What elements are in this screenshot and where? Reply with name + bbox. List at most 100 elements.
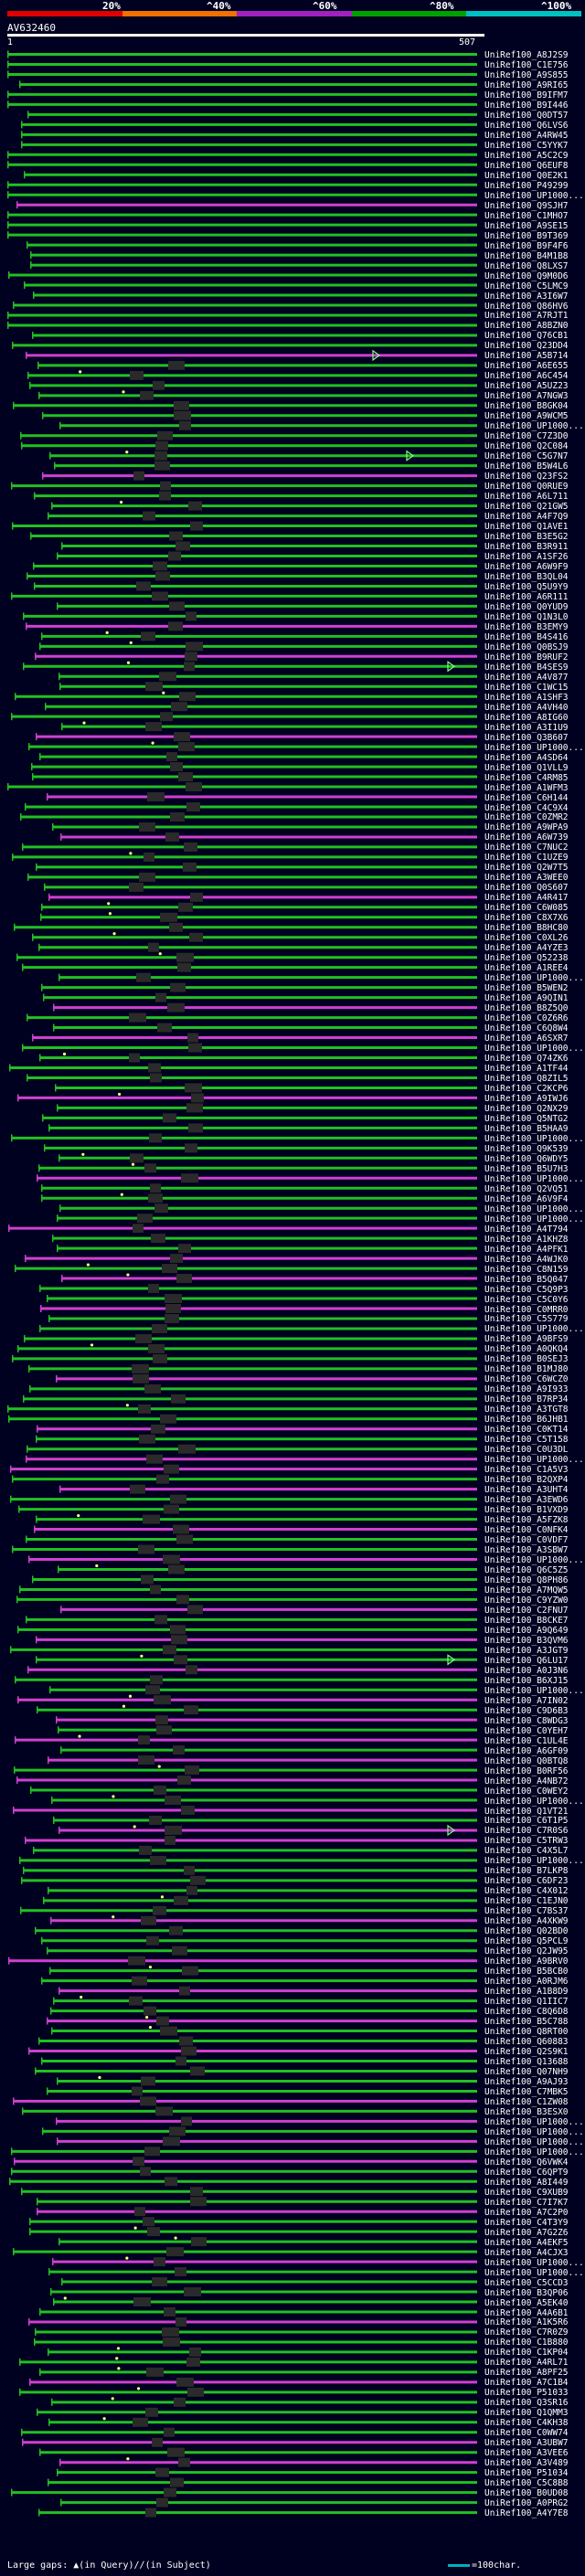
hit-label[interactable]: UniRef100_C6QPT9 [484, 2167, 569, 2178]
hit-label[interactable]: UniRef100_Q6C5Z5 [484, 1564, 569, 1575]
hit-label[interactable]: UniRef100_B9I446 [484, 100, 569, 111]
hit-label[interactable]: UniRef100_Q1N3L0 [484, 611, 569, 622]
hit-label[interactable]: UniRef100_Q9SJH7 [484, 200, 569, 211]
hit-label[interactable]: UniRef100_A1KHZ8 [484, 1234, 569, 1245]
hit-label[interactable]: UniRef100_A9WPA9 [484, 822, 569, 833]
hit-label[interactable]: UniRef100_Q6VWK4 [484, 2157, 569, 2168]
hit-label[interactable]: UniRef100_A3I6W7 [484, 291, 569, 302]
hit-label[interactable]: UniRef100_A1WFM3 [484, 782, 569, 793]
hit-label[interactable]: UniRef100_C8Q6D8 [484, 2007, 569, 2018]
hit-label[interactable]: UniRef100_A1B8D9 [484, 1987, 569, 1998]
hit-label[interactable]: UniRef100_C6W085 [484, 903, 569, 914]
hit-label[interactable]: UniRef100_C1E756 [484, 59, 569, 70]
hit-label[interactable]: UniRef100_B9T369 [484, 230, 569, 241]
hit-label[interactable]: UniRef100_UP1000... [484, 1455, 584, 1466]
hit-label[interactable]: UniRef100_A4R417 [484, 893, 569, 904]
hit-label[interactable]: UniRef100_C7R0S6 [484, 1826, 569, 1837]
hit-label[interactable]: UniRef100_A0PRG2 [484, 2498, 569, 2509]
hit-label[interactable]: UniRef100_B5C788 [484, 2017, 569, 2028]
hit-label[interactable]: UniRef100_Q5NTG2 [484, 1113, 569, 1124]
hit-label[interactable]: UniRef100_A6C454 [484, 371, 569, 382]
hit-label[interactable]: UniRef100_C5S779 [484, 1314, 569, 1325]
hit-label[interactable]: UniRef100_A3I1U9 [484, 722, 569, 733]
hit-label[interactable]: UniRef100_A3V489 [484, 2458, 569, 2469]
hit-label[interactable]: UniRef100_A4A6B1 [484, 2307, 569, 2318]
hit-label[interactable]: UniRef100_C1B880 [484, 2337, 569, 2348]
hit-label[interactable]: UniRef100_B6XJ15 [484, 1675, 569, 1686]
hit-label[interactable]: UniRef100_C0VDF7 [484, 1535, 569, 1546]
hit-label[interactable]: UniRef100_Q1AVE1 [484, 522, 569, 533]
hit-label[interactable]: UniRef100_Q1QMM3 [484, 2408, 569, 2419]
hit-label[interactable]: UniRef100_A4F7Q9 [484, 512, 569, 523]
hit-label[interactable]: UniRef100_C1MHO7 [484, 210, 569, 221]
hit-label[interactable]: UniRef100_A1K5R6 [484, 2317, 569, 2328]
hit-label[interactable]: UniRef100_Q0S607 [484, 883, 569, 894]
hit-label[interactable]: UniRef100_A3WEE0 [484, 873, 569, 884]
hit-label[interactable]: UniRef100_A5UZ23 [484, 381, 569, 392]
hit-label[interactable]: UniRef100_Q0DT57 [484, 110, 569, 121]
hit-label[interactable]: UniRef100_A7C1B4 [484, 2378, 569, 2389]
hit-label[interactable]: UniRef100_UP1000... [484, 1203, 584, 1214]
hit-label[interactable]: UniRef100_Q3B607 [484, 732, 569, 743]
hit-label[interactable]: UniRef100_UP1000... [484, 1173, 584, 1184]
hit-label[interactable]: UniRef100_A4WJK0 [484, 1254, 569, 1265]
hit-label[interactable]: UniRef100_UP1000... [484, 190, 584, 201]
hit-label[interactable]: UniRef100_A4RW45 [484, 130, 569, 141]
hit-label[interactable]: UniRef100_A0RJM6 [484, 1977, 569, 1988]
hit-label[interactable]: UniRef100_UP1000... [484, 2147, 584, 2157]
hit-label[interactable]: UniRef100_A9QIN1 [484, 993, 569, 1004]
hit-label[interactable]: UniRef100_UP1000... [484, 1044, 584, 1055]
hit-label[interactable]: UniRef100_Q76CB1 [484, 331, 569, 342]
hit-label[interactable]: UniRef100_C4C9X4 [484, 802, 569, 813]
hit-label[interactable]: UniRef100_C1UL4E [484, 1735, 569, 1746]
hit-label[interactable]: UniRef100_B8Z5Q0 [484, 1003, 569, 1014]
hit-label[interactable]: UniRef100_B9RUF2 [484, 652, 569, 663]
hit-label[interactable]: UniRef100_C7BS37 [484, 1906, 569, 1917]
hit-label[interactable]: UniRef100_C5CCD3 [484, 2277, 569, 2288]
hit-label[interactable]: UniRef100_Q0BSJ9 [484, 641, 569, 652]
hit-label[interactable]: UniRef100_B8GK04 [484, 401, 569, 412]
hit-label[interactable]: UniRef100_A7IN02 [484, 1695, 569, 1706]
hit-label[interactable]: UniRef100_Q5U9Y9 [484, 581, 569, 592]
hit-label[interactable]: UniRef100_UP1000... [484, 2116, 584, 2127]
hit-label[interactable]: UniRef100_Q23DD4 [484, 341, 569, 352]
hit-label[interactable]: UniRef100_C4X012 [484, 1886, 569, 1897]
hit-label[interactable]: UniRef100_C7MBK5 [484, 2086, 569, 2097]
hit-label[interactable]: UniRef100_Q2JW95 [484, 1946, 569, 1957]
hit-label[interactable]: UniRef100_C1A5V3 [484, 1465, 569, 1476]
hit-label[interactable]: UniRef100_A8PF25 [484, 2368, 569, 2379]
hit-label[interactable]: UniRef100_A1SHF3 [484, 692, 569, 703]
hit-label[interactable]: UniRef100_Q8RT00 [484, 2027, 569, 2038]
hit-label[interactable]: UniRef100_Q2C084 [484, 441, 569, 452]
hit-label[interactable]: UniRef100_A9AJ93 [484, 2076, 569, 2087]
hit-label[interactable]: UniRef100_C7NUC2 [484, 843, 569, 853]
hit-label[interactable]: UniRef100_A7G2Z6 [484, 2227, 569, 2238]
hit-label[interactable]: UniRef100_C0WEY2 [484, 1786, 569, 1797]
hit-label[interactable]: UniRef100_C5C8B8 [484, 2478, 569, 2489]
hit-label[interactable]: UniRef100_A8IG60 [484, 712, 569, 723]
hit-label[interactable]: UniRef100_A7C2P0 [484, 2207, 569, 2218]
hit-label[interactable]: UniRef100_B5BCB0 [484, 1966, 569, 1977]
hit-label[interactable]: UniRef100_A6W9F9 [484, 561, 569, 572]
hit-label[interactable]: UniRef100_A8I449 [484, 2177, 569, 2188]
hit-label[interactable]: UniRef100_A9BFS9 [484, 1334, 569, 1345]
hit-label[interactable]: UniRef100_A9Q649 [484, 1625, 569, 1636]
hit-label[interactable]: UniRef100_A7NGW3 [484, 391, 569, 402]
hit-label[interactable]: UniRef100_B4SES9 [484, 662, 569, 673]
hit-label[interactable]: UniRef100_UP1000... [484, 1133, 584, 1144]
hit-label[interactable]: UniRef100_C0YEH7 [484, 1725, 569, 1736]
hit-label[interactable]: UniRef100_B7LKP8 [484, 1866, 569, 1877]
hit-label[interactable]: UniRef100_Q9M0D6 [484, 270, 569, 281]
hit-label[interactable]: UniRef100_UP1000... [484, 1555, 584, 1565]
hit-label[interactable]: UniRef100_UP1000... [484, 1324, 584, 1335]
hit-label[interactable]: UniRef100_C9YZW0 [484, 1595, 569, 1606]
hit-label[interactable]: UniRef100_B3QL04 [484, 571, 569, 582]
hit-label[interactable]: UniRef100_C0U3DL [484, 1445, 569, 1456]
hit-label[interactable]: UniRef100_C5T158 [484, 1435, 569, 1446]
hit-label[interactable]: UniRef100_B6JHB1 [484, 1415, 569, 1426]
hit-label[interactable]: UniRef100_A9RI65 [484, 80, 569, 90]
hit-label[interactable]: UniRef100_C2KCP6 [484, 1083, 569, 1094]
hit-label[interactable]: UniRef100_Q6WDY5 [484, 1153, 569, 1164]
hit-label[interactable]: UniRef100_A5FZK8 [484, 1515, 569, 1526]
hit-label[interactable]: UniRef100_A3UHT4 [484, 1485, 569, 1496]
